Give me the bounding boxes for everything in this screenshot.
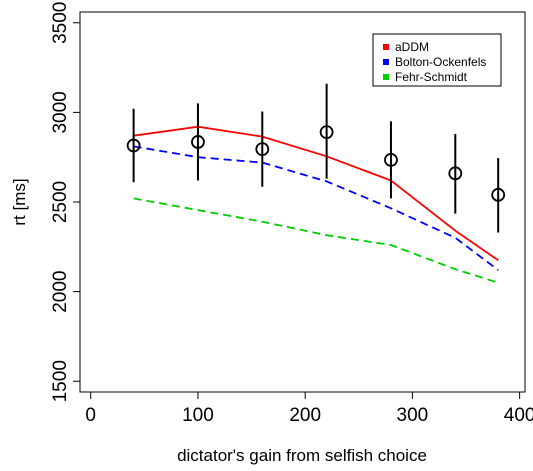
data-point — [491, 187, 506, 202]
series-line-fehr-schmidt — [133, 197, 499, 284]
x-tick-label: 400 — [504, 405, 533, 426]
series-line-addm — [133, 125, 499, 262]
series-lines — [133, 125, 499, 284]
x-tick-label: 200 — [289, 405, 321, 426]
legend-swatch — [383, 44, 389, 50]
y-tick-label: 3500 — [50, 2, 71, 44]
y-tick-label: 1500 — [50, 360, 71, 402]
legend-box — [372, 33, 502, 87]
legend-label: Bolton-Ockenfels — [395, 55, 486, 69]
data-point — [319, 125, 334, 139]
x-tick-label: 300 — [397, 405, 429, 426]
x-tick-label: 100 — [182, 405, 214, 426]
data-point — [384, 152, 398, 167]
x-axis-label: dictator's gain from selfish choice — [177, 446, 427, 465]
data-point — [255, 142, 270, 157]
data-point — [126, 138, 141, 153]
legend-swatch — [383, 59, 389, 65]
data-point — [191, 135, 205, 149]
legend-label: aDDM — [395, 40, 429, 54]
data-point — [448, 166, 463, 181]
y-tick-label: 3000 — [50, 91, 71, 133]
y-tick-label: 2500 — [50, 181, 71, 223]
observed-points — [126, 83, 506, 233]
y-axis: 1500 2000 2500 3000 3500 — [50, 2, 80, 402]
legend-label: Fehr-Schmidt — [395, 70, 468, 84]
x-axis: 0 100 200 300 400 — [85, 392, 533, 426]
y-axis-label: rt [ms] — [10, 178, 29, 225]
y-tick-label: 2000 — [50, 270, 71, 312]
legend-swatch — [383, 74, 389, 80]
x-tick-label: 0 — [85, 405, 96, 426]
